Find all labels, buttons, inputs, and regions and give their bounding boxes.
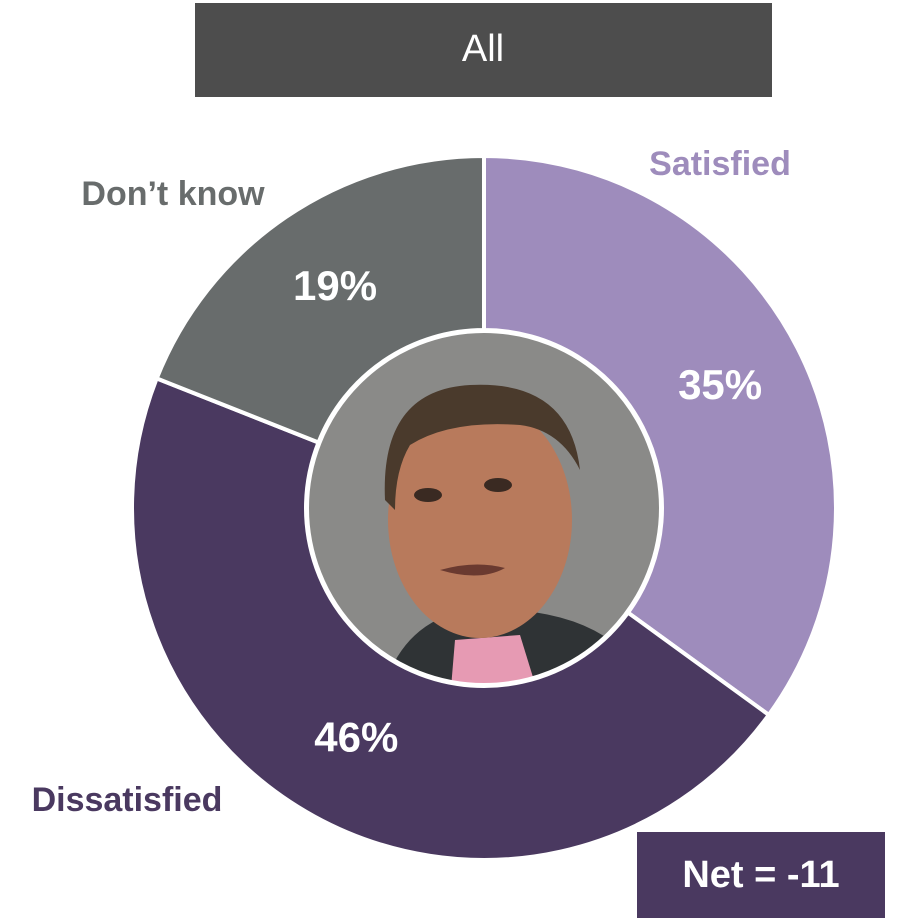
net-annotation: Net = -11	[682, 854, 839, 896]
chart-title: All	[462, 28, 504, 70]
net-box	[637, 832, 885, 918]
legend-label: Don’t know	[81, 175, 265, 213]
value-label: 19%	[293, 262, 377, 309]
photo-ring	[305, 329, 663, 687]
legend-label: Dissatisfied	[32, 781, 223, 819]
value-label: 46%	[314, 713, 398, 760]
legend-label: Satisfied	[649, 145, 791, 183]
value-label: 35%	[678, 361, 762, 408]
header-box	[195, 3, 772, 97]
